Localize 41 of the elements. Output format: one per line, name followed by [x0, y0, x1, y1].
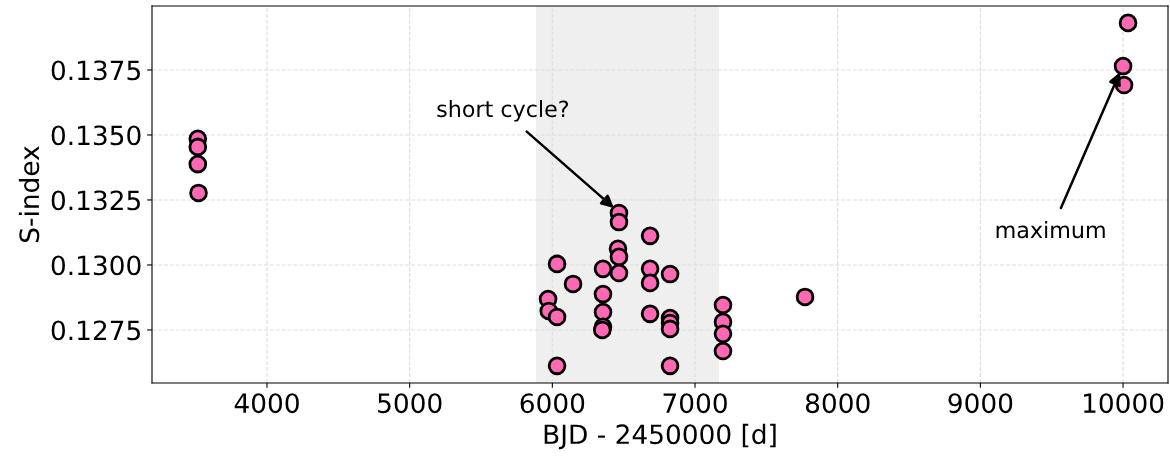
- x-axis-title: BJD - 2450000 [d]: [544, 423, 776, 450]
- point: [1113, 56, 1133, 76]
- point: [547, 307, 567, 327]
- y-axis-title: S-index: [18, 146, 40, 242]
- y-tick-label: 0.1300: [51, 255, 141, 276]
- point: [593, 284, 613, 304]
- x-tick-label: 6000: [520, 393, 585, 414]
- x-tick-label: 8000: [805, 393, 870, 414]
- point: [640, 273, 660, 293]
- x-tick-label: 4000: [234, 393, 299, 414]
- point: [640, 304, 660, 324]
- point: [660, 356, 680, 376]
- point: [640, 226, 660, 246]
- point: [660, 264, 680, 284]
- point: [609, 247, 629, 267]
- point: [713, 341, 733, 361]
- x-tick-label: 7000: [663, 393, 727, 414]
- point: [188, 154, 208, 174]
- point: [713, 324, 733, 344]
- point: [713, 295, 733, 315]
- point: [609, 263, 629, 283]
- y-tick-label: 0.1325: [51, 190, 140, 211]
- point: [593, 302, 613, 322]
- point: [547, 254, 567, 274]
- point: [563, 274, 583, 294]
- point: [795, 287, 815, 307]
- y-tick-label: 0.1375: [51, 60, 140, 81]
- point: [593, 259, 613, 279]
- point: [609, 212, 629, 232]
- point: [1118, 13, 1138, 33]
- y-tick-label: 0.1350: [51, 125, 141, 146]
- point: [660, 319, 680, 339]
- x-tick-label: 9000: [948, 393, 1013, 414]
- annotation: maximum: [996, 221, 1105, 239]
- x-tick-label: 5000: [378, 393, 442, 414]
- point: [188, 137, 208, 157]
- annotation: short cycle?: [437, 100, 569, 122]
- point: [547, 356, 567, 376]
- point: [189, 183, 208, 203]
- y-tick-label: 0.1275: [51, 320, 140, 341]
- x-tick-label: 10000: [1083, 393, 1164, 414]
